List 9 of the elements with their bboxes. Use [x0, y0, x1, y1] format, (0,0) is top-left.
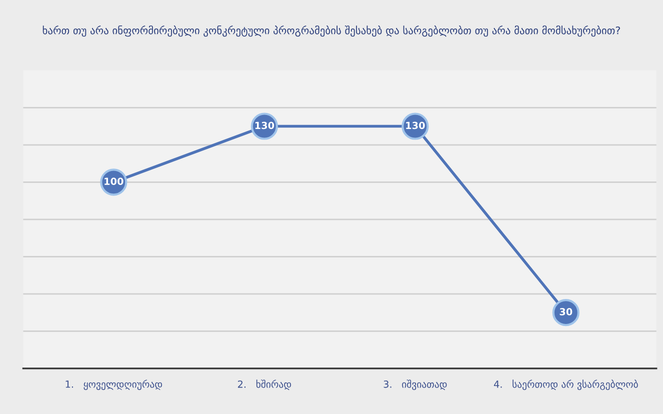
x-tick-label: 3. იშვიათად: [384, 380, 447, 390]
x-tick-label: 4. საერთოდ არ ვსარგებლობ: [494, 380, 638, 390]
chart-title: ხართ თუ არა ინფორმირებული კონკრეტული პროგრამების შესახებ და სარგებლობთ თუ არა მათი მომსახურებით?: [42, 25, 620, 37]
x-tick-label: 2. ხშირად: [238, 380, 291, 390]
data-label: 130: [406, 122, 425, 130]
data-label: 100: [104, 178, 124, 185]
data-label: 130: [255, 122, 274, 130]
x-tick-label: 1. ყოველდღიურად: [66, 380, 162, 390]
data-label: 30: [560, 308, 572, 316]
